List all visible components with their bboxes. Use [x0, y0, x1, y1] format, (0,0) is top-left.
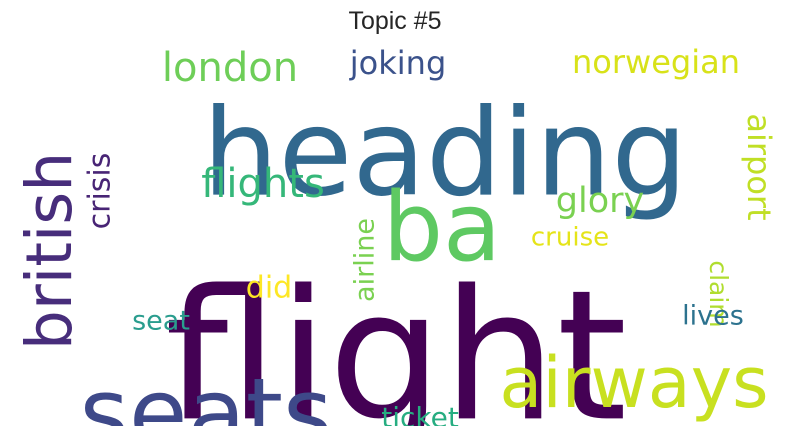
word-ba: ba	[383, 173, 502, 283]
word-crisis: crisis	[83, 153, 118, 230]
word-did: did	[246, 271, 292, 306]
word-heading: heading	[202, 85, 687, 224]
word-flights: flights	[201, 161, 325, 207]
figure-title: Topic #5	[348, 7, 442, 35]
word-seat: seat	[132, 306, 190, 337]
word-lives: lives	[682, 301, 744, 332]
word-british: british	[16, 152, 86, 350]
word-glory: glory	[556, 181, 644, 221]
word-airline: airline	[350, 218, 381, 302]
word-seats: seats	[80, 359, 333, 426]
word-airways: airways	[499, 342, 768, 424]
word-joking: joking	[349, 44, 446, 82]
wordcloud: flight heading seats ba airways british london…	[16, 43, 774, 426]
word-flight: flight	[165, 252, 627, 426]
word-london: london	[162, 45, 298, 91]
word-norwegian: norwegian	[572, 43, 740, 81]
word-airport: airport	[740, 113, 774, 220]
word-cruise: cruise	[531, 223, 609, 253]
word-claim: claim	[704, 260, 733, 327]
word-ticket: ticket	[381, 401, 459, 426]
